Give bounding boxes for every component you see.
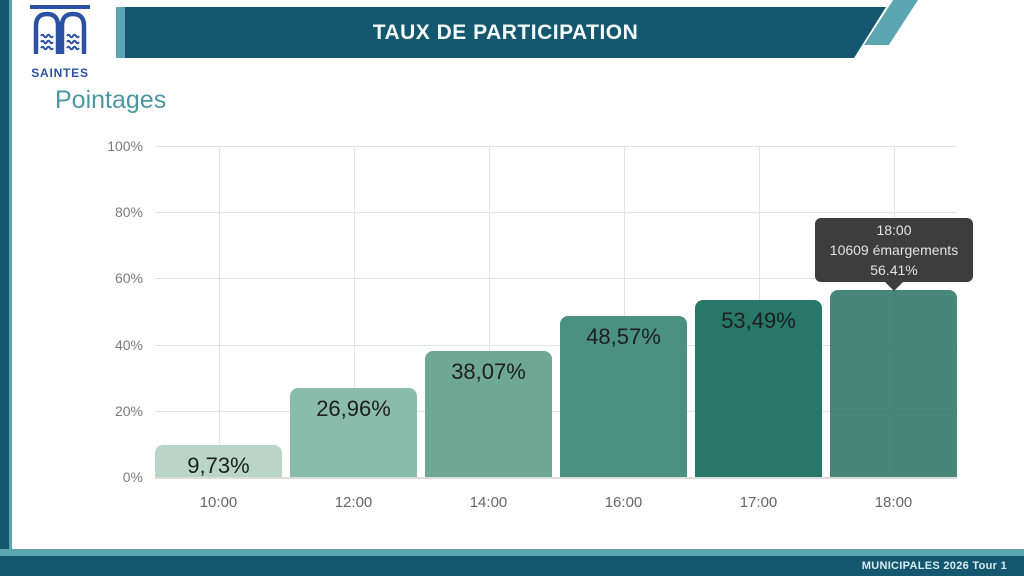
gridline-vertical (353, 146, 355, 477)
tooltip-time: 18:00 (876, 222, 912, 238)
y-axis-label: 80% (114, 204, 143, 221)
left-edge-dark-stripe (0, 0, 9, 556)
left-edge-light-stripe (9, 0, 12, 556)
chart-tooltip: 18:00 10609 émargements 56.41% (815, 218, 973, 282)
bar-value-label: 26,96% (316, 395, 391, 421)
footer-label: MUNICIPALES 2026 Tour 1 (861, 560, 1007, 572)
footer-band: MUNICIPALES 2026 Tour 1 (0, 556, 1024, 576)
bar-value-label: 53,49% (721, 307, 796, 333)
x-axis-label: 12:00 (334, 494, 373, 511)
bar[interactable]: 26,96% (290, 387, 417, 477)
gridline-vertical (218, 146, 220, 477)
saintes-logo: SAINTES (22, 4, 98, 80)
page-title: TAUX DE PARTICIPATION (372, 20, 639, 44)
bar[interactable]: 53,49% (695, 299, 822, 477)
bar-value-label: 48,57% (586, 324, 661, 350)
y-axis-label: 40% (114, 336, 143, 353)
tooltip-count: 10609 émargements (829, 242, 959, 258)
tooltip-arrow-icon (884, 281, 904, 291)
gridline-horizontal (155, 410, 957, 412)
gridline-horizontal (155, 344, 957, 346)
bar[interactable]: 48,57% (560, 316, 687, 477)
bar[interactable] (830, 290, 957, 477)
tooltip-rate: 56.41% (870, 262, 918, 278)
x-axis-label: 18:00 (874, 494, 913, 511)
footer-accent-stripe (0, 549, 1024, 556)
x-axis-label: 16:00 (604, 494, 643, 511)
x-axis-label: 10:00 (199, 494, 238, 511)
y-axis-label: 100% (107, 138, 143, 154)
header-banner: TAUX DE PARTICIPATION (125, 7, 886, 58)
x-axis-label: 17:00 (739, 494, 778, 511)
gridline-vertical (488, 146, 490, 477)
y-axis-label: 20% (114, 402, 143, 419)
gridline-horizontal (155, 278, 957, 280)
gridline-horizontal (155, 212, 957, 214)
arches-icon (30, 5, 90, 54)
x-axis-label: 14:00 (469, 494, 508, 511)
bar[interactable]: 9,73% (155, 444, 282, 478)
bar-value-label: 38,07% (451, 358, 526, 384)
page-subtitle: Pointages (55, 86, 167, 114)
bar-value-label: 9,73% (187, 452, 250, 478)
header-left-accent (116, 7, 125, 58)
x-axis-line (155, 477, 957, 479)
bar[interactable]: 38,07% (425, 350, 552, 477)
y-axis-label: 60% (114, 270, 143, 287)
y-axis-label: 0% (122, 469, 143, 485)
gridline-horizontal (155, 146, 957, 147)
logo-text: SAINTES (31, 66, 89, 80)
gridline-vertical (623, 146, 625, 477)
